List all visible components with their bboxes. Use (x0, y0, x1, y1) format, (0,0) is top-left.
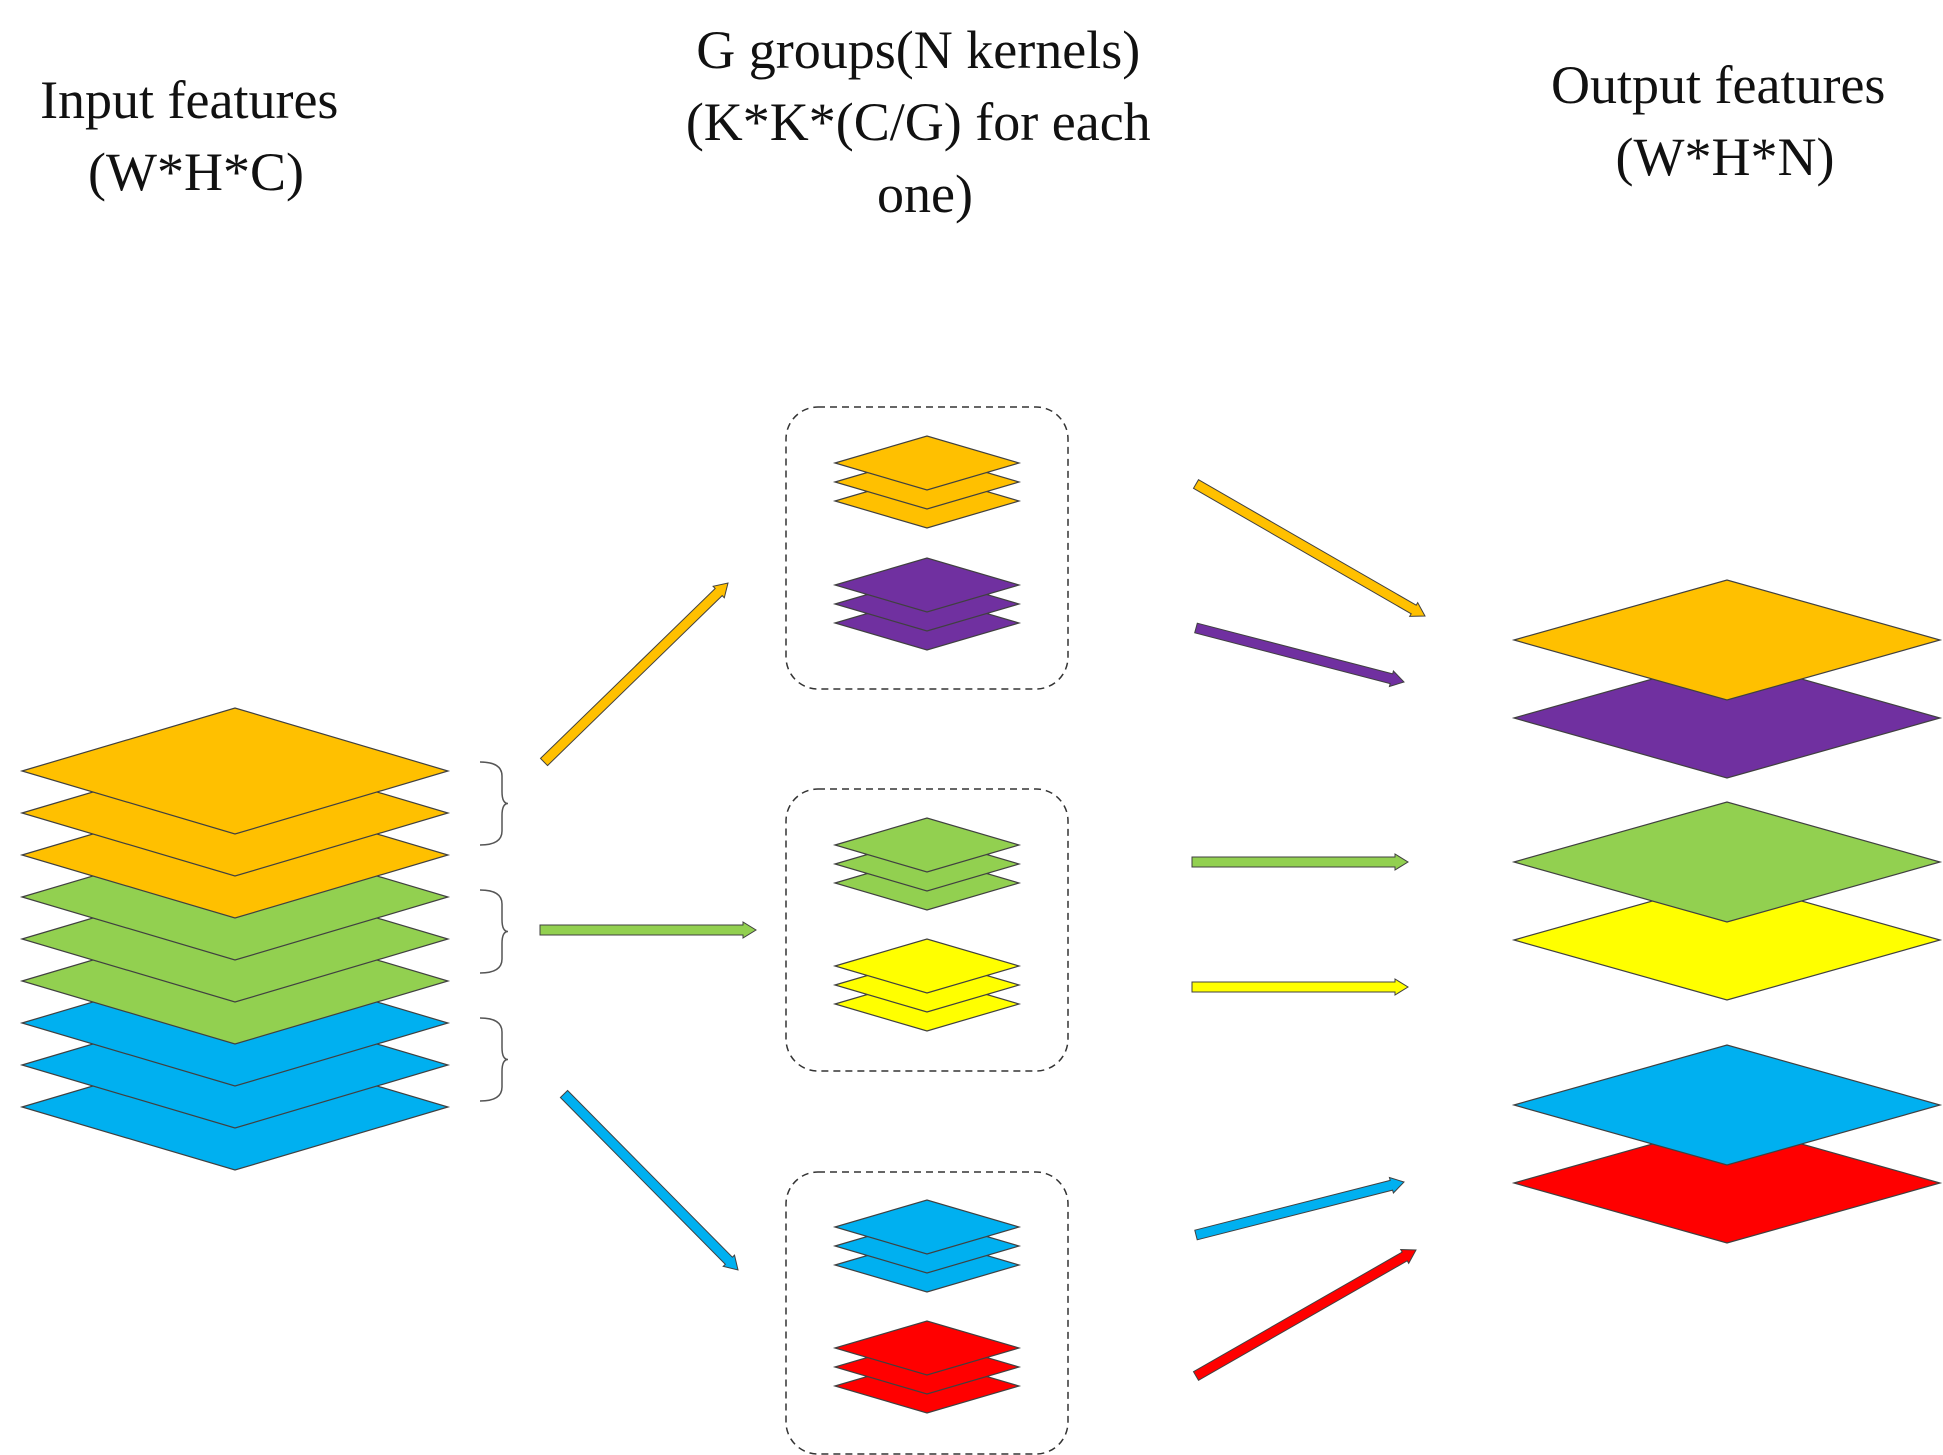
arrow-out-3-green (1191, 853, 1409, 871)
group-braces (479, 761, 509, 1102)
output-feature-stack (1511, 579, 1943, 1244)
arrow-in-3-blue (559, 1089, 739, 1271)
input-features-title: Input features (W*H*C) (40, 70, 352, 202)
kernel-group-2-stack-1-layer-1 (832, 817, 1022, 873)
kernel-group-2-box (785, 788, 1069, 1072)
arrow-in-2-green (539, 921, 757, 939)
arrow-in-1-orange (539, 582, 729, 767)
arrows (539, 479, 1426, 1381)
output-title-line-2: (W*H*N) (1616, 127, 1835, 187)
group-brace-2 (479, 889, 509, 974)
output-features-title: Output features (W*H*N) (1551, 55, 1899, 187)
kernel-group-1-stack-1-layer-1 (832, 435, 1022, 491)
kernel-groups (785, 406, 1069, 1455)
kernel-group-3-box (785, 1171, 1069, 1455)
input-feature-stack (19, 707, 451, 1171)
group-brace-1 (479, 761, 509, 846)
output-layer-3-front-blue (1511, 1044, 1943, 1166)
input-layer-1-orange (19, 707, 451, 835)
kernel-groups-title: G groups(N kernels) (K*K*(C/G) for each … (686, 20, 1164, 224)
kernels-title-line-1: G groups(N kernels) (696, 20, 1140, 80)
kernels-title-line-3: one) (877, 164, 973, 224)
input-title-line-2: (W*H*C) (88, 142, 304, 202)
kernel-group-2-stack-2-layer-1 (832, 938, 1022, 994)
arrow-out-4-yellow (1191, 978, 1409, 996)
output-title-line-1: Output features (1551, 55, 1885, 115)
arrow-out-5-blue (1194, 1176, 1405, 1241)
input-title-line-1: Input features (40, 70, 338, 130)
kernel-group-1-stack-2-layer-1 (832, 557, 1022, 613)
output-layer-1-front-orange (1511, 579, 1943, 701)
arrow-out-2-purple (1194, 622, 1405, 688)
kernel-group-3-stack-1-layer-1 (832, 1199, 1022, 1255)
output-layer-2-front-green (1511, 801, 1943, 923)
kernels-title-line-2: (K*K*(C/G) for each (686, 92, 1151, 152)
arrow-out-6-red (1192, 1248, 1417, 1381)
kernel-group-1-box (785, 406, 1069, 690)
kernel-group-3-stack-2-layer-1 (832, 1320, 1022, 1376)
arrow-out-1-orange (1192, 479, 1426, 617)
group-brace-3 (479, 1017, 509, 1102)
